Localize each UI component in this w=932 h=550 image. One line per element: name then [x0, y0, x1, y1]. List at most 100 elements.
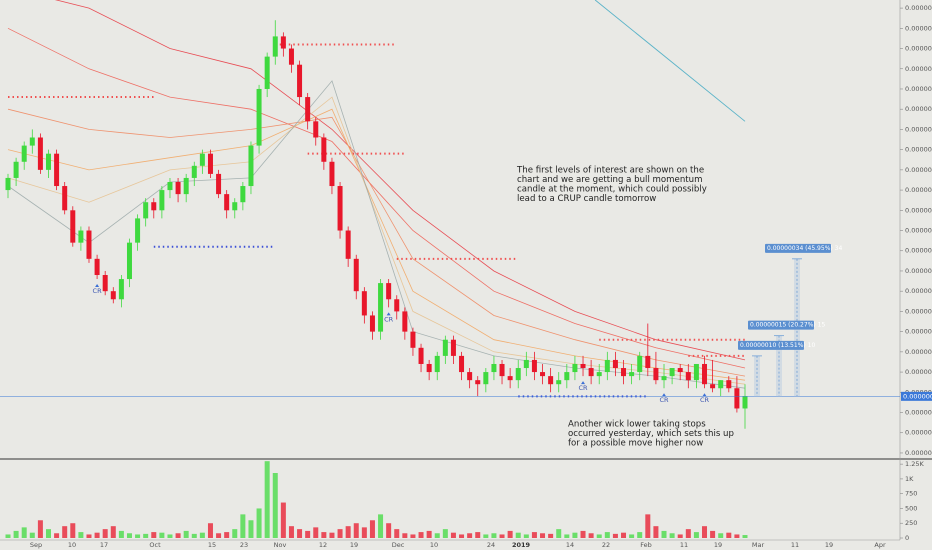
signal-arrow: [95, 284, 100, 288]
candle-body: [353, 258, 359, 292]
candle-body: [426, 363, 432, 373]
y-tick-label: 0.00000105: [905, 267, 932, 275]
ribbon-line: [7, 27, 746, 369]
volume-bar: [734, 534, 740, 538]
annotation-text: chart and we are getting a bull momentum: [517, 175, 702, 185]
candle-body: [78, 230, 84, 243]
volume-bar: [442, 529, 448, 538]
volume-tick-label: 1K: [905, 475, 914, 483]
candle-body: [637, 355, 643, 373]
volume-bar: [693, 532, 699, 538]
candle-body: [653, 368, 659, 381]
y-tick-label: 0.00000145: [905, 105, 932, 113]
volume-bar: [45, 529, 51, 538]
volume-bar: [450, 532, 456, 538]
volume-bar: [207, 523, 213, 538]
candle-body: [175, 181, 181, 195]
candle-body: [540, 372, 546, 377]
candle-body: [702, 363, 708, 385]
candle-body: [604, 359, 610, 373]
volume-bar: [305, 530, 311, 538]
candle-body: [669, 368, 675, 377]
ribbon-line: [7, 108, 746, 377]
candle-body: [612, 359, 618, 369]
y-tick-label: 0.00000155: [905, 65, 932, 73]
candle-body: [126, 242, 132, 280]
signal-label: CR: [659, 396, 669, 404]
candle-body: [418, 347, 424, 364]
signal-label: CR: [384, 315, 394, 323]
x-tick-label: 10: [68, 541, 76, 549]
measure-box: [765, 243, 831, 253]
volume-bar: [143, 533, 149, 538]
signal-arrow: [662, 393, 667, 397]
annotation-text: The first levels of interest are shown o…: [516, 166, 704, 176]
volume-bar: [216, 533, 222, 538]
volume-bar: [588, 533, 594, 538]
candle-body: [693, 363, 699, 381]
volume-bar: [70, 523, 76, 538]
candle-body: [645, 355, 651, 369]
measure-label: 0.00000010 (13.51%) 10: [740, 342, 815, 349]
y-tick-label: 0.00000160: [905, 45, 932, 53]
candle-body: [86, 230, 92, 259]
volume-bar: [13, 530, 19, 538]
x-tick-label: 14: [566, 541, 574, 549]
candle-body: [434, 355, 440, 373]
candle-body: [191, 165, 197, 178]
measure-box: [738, 340, 804, 350]
candle-body: [321, 137, 327, 162]
candle-body: [232, 202, 238, 211]
candle-body: [102, 275, 108, 292]
x-tick-label: Dec: [392, 541, 405, 549]
candle-body: [588, 368, 594, 377]
volume-bar: [572, 532, 578, 538]
x-tick-label: 23: [240, 541, 248, 549]
volume-bar: [29, 532, 35, 538]
candle-body: [159, 190, 165, 211]
candle-body: [199, 153, 205, 166]
candle-body: [629, 372, 635, 377]
volume-bar: [240, 514, 246, 538]
candle-body: [183, 177, 189, 195]
volume-bar: [337, 529, 343, 538]
volume-bar: [702, 526, 708, 538]
candle-body: [710, 384, 716, 389]
volume-bar: [353, 523, 359, 538]
candle-body: [491, 363, 497, 373]
y-tick-label: 0.00000150: [905, 85, 932, 93]
volume-bar: [151, 532, 157, 538]
signal-arrow: [386, 312, 391, 316]
volume-bar: [475, 532, 481, 538]
signal-label: CR: [700, 396, 710, 404]
volume-bar: [507, 530, 513, 538]
last-price-label: 0.00000074: [903, 392, 932, 400]
candle-body: [45, 153, 51, 170]
candle-body: [256, 88, 262, 146]
candle-body: [726, 380, 732, 389]
candle-body: [118, 279, 124, 300]
volume-bar: [710, 530, 716, 538]
volume-bar: [94, 532, 100, 538]
candle-body: [369, 315, 375, 332]
volume-bar: [191, 533, 197, 538]
volume-bar: [386, 523, 392, 538]
x-tick-label: 12: [319, 541, 327, 549]
x-tick-label: 22: [602, 541, 610, 549]
volume-bar: [499, 534, 505, 538]
candle-body: [621, 368, 627, 377]
volume-bar: [726, 532, 732, 538]
volume-bar: [272, 473, 278, 538]
candle-body: [685, 372, 691, 381]
volume-bar: [175, 533, 181, 538]
volume-bar: [345, 526, 351, 538]
volume-bar: [329, 532, 335, 538]
x-tick-label: 19: [714, 541, 722, 549]
volume-bar: [110, 526, 116, 538]
candle-body: [361, 291, 367, 316]
volume-bar: [256, 508, 262, 538]
volume-bar: [378, 514, 384, 538]
x-tick-label: Feb: [640, 541, 652, 549]
volume-bar: [523, 534, 529, 538]
